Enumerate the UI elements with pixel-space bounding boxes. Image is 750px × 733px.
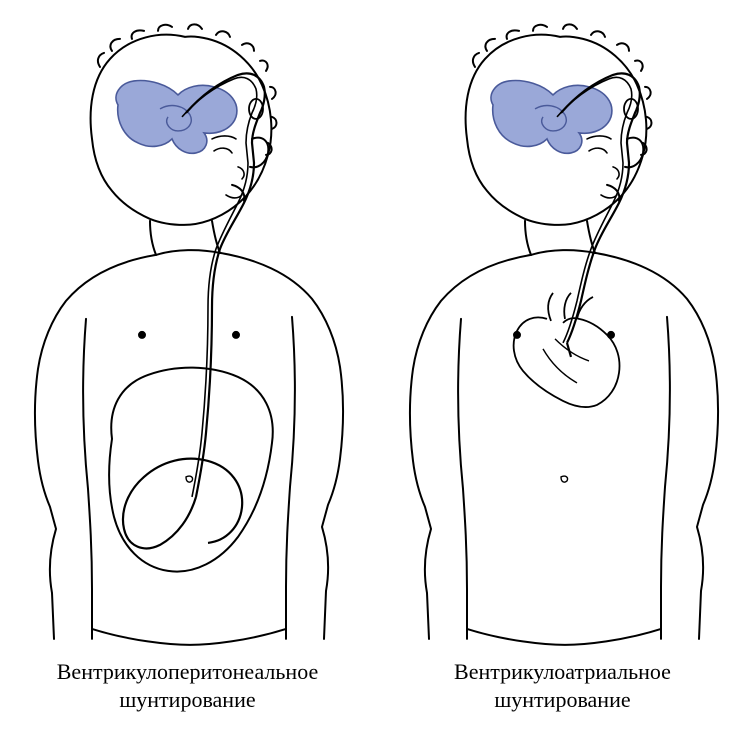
caption-va: Вентрикулоатриальное шунтирование [454,658,671,733]
caption-va-line2: шунтирование [494,687,630,712]
ventricles-vp [116,81,237,154]
panel-vp: Вентрикулоперитонеальное шунтирование [0,0,375,733]
child-vp-svg [0,0,375,658]
figure-va [375,0,750,658]
caption-vp-line2: шунтирование [119,687,255,712]
caption-va-line1: Вентрикулоатриальное [454,659,671,684]
panel-va: Вентрикулоатриальное шунтирование [375,0,750,733]
heart-outline [514,293,620,407]
caption-vp-line1: Вентрикулоперитонеальное [57,659,318,684]
figure-vp [0,0,375,658]
peritoneum-outline [109,368,273,572]
caption-vp: Вентрикулоперитонеальное шунтирование [57,658,318,733]
ventricles-va [491,81,612,154]
child-va-svg [375,0,750,658]
diagram-container: Вентрикулоперитонеальное шунтирование [0,0,750,733]
